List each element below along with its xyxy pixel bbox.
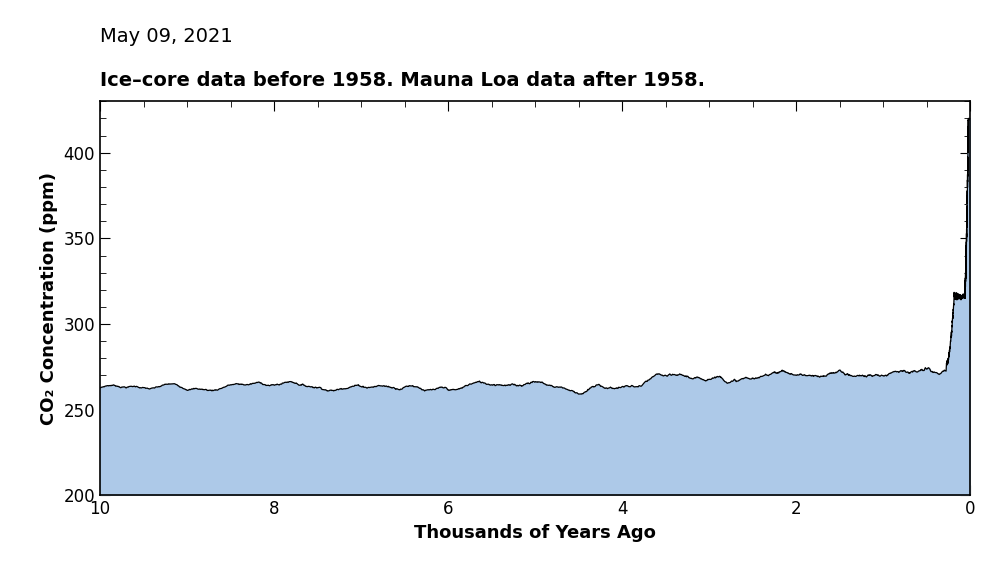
X-axis label: Thousands of Years Ago: Thousands of Years Ago [414,524,656,542]
Y-axis label: CO₂ Concentration (ppm): CO₂ Concentration (ppm) [40,172,58,425]
Text: Ice–core data before 1958. Mauna Loa data after 1958.: Ice–core data before 1958. Mauna Loa dat… [100,70,705,90]
Text: May 09, 2021: May 09, 2021 [100,27,233,46]
